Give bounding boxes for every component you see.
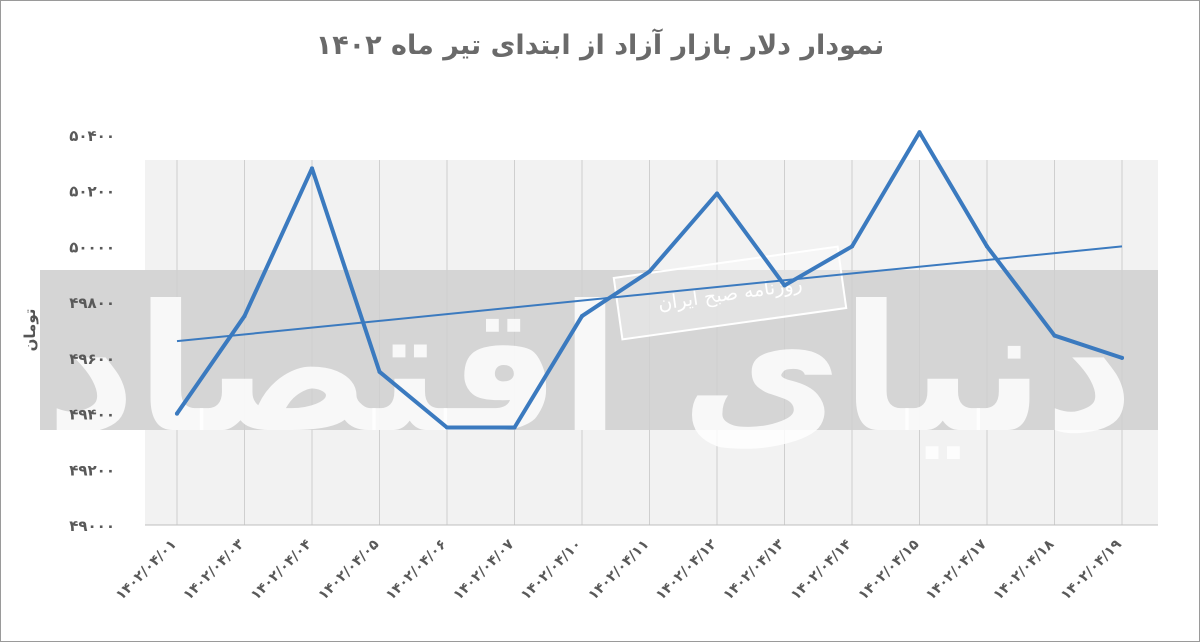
data-point (175, 411, 179, 416)
data-point (917, 130, 922, 135)
x-tick-label: ۱۴۰۲/۰۴/۱۳ (720, 536, 787, 603)
watermark: دنیای اقتصاد روزنامه صبح ایران (46, 245, 1134, 472)
y-tick-label: ۴۹۸۰۰ (69, 294, 115, 312)
y-tick-label: ۴۹۶۰۰ (69, 350, 115, 368)
data-point (310, 166, 314, 171)
data-point (985, 244, 989, 249)
data-point (715, 191, 719, 196)
x-tick-label: ۱۴۰۲/۰۴/۱۵ (855, 536, 922, 603)
data-point (242, 314, 247, 319)
x-tick-label: ۱۴۰۲/۰۴/۱۲ (653, 536, 720, 603)
y-tick-label: ۴۹۰۰۰ (69, 517, 115, 535)
x-tick-label: ۱۴۰۲/۰۴/۰۴ (248, 536, 315, 603)
data-point (445, 425, 449, 430)
chart-title: نمودار دلار بازار آزاد از ابتدای تیر ماه… (315, 30, 885, 61)
data-point (647, 269, 652, 274)
x-tick-label: ۱۴۰۲/۰۴/۰۳ (180, 536, 247, 603)
x-tick-label: ۱۴۰۲/۰۴/۱۰ (518, 537, 585, 604)
data-point (1120, 355, 1124, 360)
x-axis-ticks: ۱۴۰۲/۰۴/۰۱ ۱۴۰۲/۰۴/۰۳ ۱۴۰۲/۰۴/۰۴ ۱۴۰۲/۰۴/۰۵… (113, 536, 1125, 603)
watermark-band (40, 270, 1158, 430)
x-tick-label: ۱۴۰۲/۰۴/۰۶ (383, 537, 450, 604)
x-tick-label: ۱۴۰۲/۰۴/۱۴ (788, 536, 855, 603)
x-tick-label: ۱۴۰۲/۰۴/۱۸ (990, 536, 1057, 603)
x-tick-label: ۱۴۰۲/۰۴/۱۹ (1058, 536, 1125, 603)
vertical-gridlines (176, 160, 1123, 525)
watermark-logo: دنیای اقتصاد (46, 269, 1134, 472)
x-tick-label: ۱۴۰۲/۰۴/۱۷ (923, 536, 990, 603)
watermark-caption-box (612, 245, 848, 341)
y-tick-label: ۴۹۴۰۰ (69, 406, 115, 424)
x-tick-label: ۱۴۰۲/۰۴/۰۵ (315, 536, 382, 603)
x-tick-label: ۱۴۰۲/۰۴/۰۷ (450, 536, 517, 603)
x-tick-label: ۱۴۰۲/۰۴/۱۱ (585, 537, 652, 604)
y-tick-label: ۴۹۲۰۰ (69, 461, 115, 479)
y-tick-label: ۵۰۰۰۰ (69, 238, 115, 256)
data-point (850, 244, 854, 249)
data-points (175, 130, 1124, 430)
data-point (580, 314, 584, 319)
data-point (377, 369, 382, 374)
data-point (1052, 333, 1057, 338)
x-tick-label: ۱۴۰۲/۰۴/۰۱ (113, 537, 180, 604)
data-point (512, 425, 517, 430)
data-point (782, 283, 787, 288)
y-tick-label: ۵۰۴۰۰ (69, 127, 115, 145)
y-tick-label: ۵۰۲۰۰ (69, 183, 115, 201)
trendline (176, 245, 1123, 343)
y-axis-ticks: ۴۹۰۰۰ ۴۹۲۰۰ ۴۹۴۰۰ ۴۹۶۰۰ ۴۹۸۰۰ ۵۰۰۰۰ ۵۰۲۰۰ ۵۰۴۰۰ (69, 127, 115, 535)
